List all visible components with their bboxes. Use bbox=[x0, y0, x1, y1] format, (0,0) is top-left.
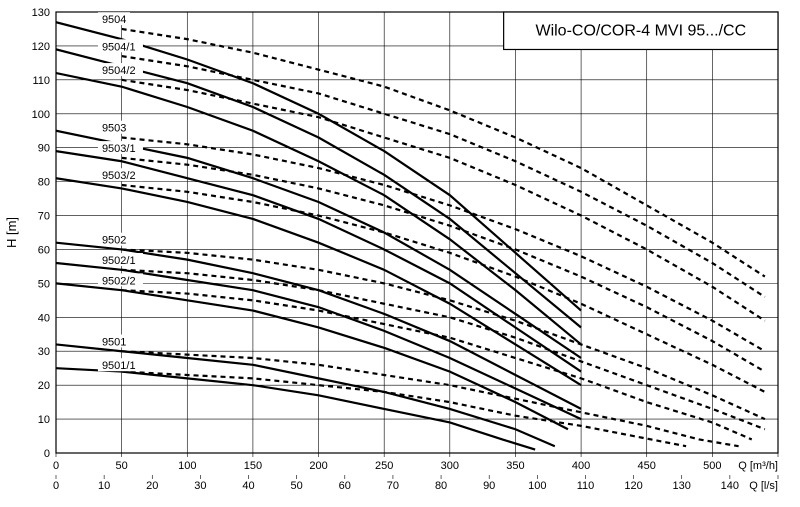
x-tick-m3h: 450 bbox=[638, 460, 656, 472]
y-tick-label: 0 bbox=[44, 448, 50, 460]
x-tick-ls: 50 bbox=[291, 480, 303, 492]
x-tick-m3h: 500 bbox=[703, 460, 721, 472]
y-tick-label: 10 bbox=[38, 414, 50, 426]
y-tick-label: 90 bbox=[38, 143, 50, 155]
y-tick-label: 100 bbox=[32, 109, 50, 121]
x-tick-ls: 130 bbox=[673, 480, 691, 492]
x-tick-m3h: 350 bbox=[506, 460, 524, 472]
y-tick-label: 40 bbox=[38, 312, 50, 324]
y-tick-label: 60 bbox=[38, 244, 50, 256]
chart-title: Wilo-CO/COR-4 MVI 95.../CC bbox=[535, 23, 746, 40]
curve-label-9503-2_solid: 9503/2 bbox=[102, 170, 136, 182]
curve-label-9501_solid: 9501 bbox=[102, 336, 126, 348]
x-tick-ls: 0 bbox=[53, 480, 59, 492]
x-tick-ls: 140 bbox=[721, 480, 739, 492]
x-tick-ls: 10 bbox=[98, 480, 110, 492]
x-tick-m3h: 400 bbox=[572, 460, 590, 472]
x-tick-m3h: 50 bbox=[116, 460, 128, 472]
curve-label-9502-2_solid: 9502/2 bbox=[102, 275, 136, 287]
y-tick-label: 20 bbox=[38, 380, 50, 392]
x-tick-m3h: 250 bbox=[375, 460, 393, 472]
y-tick-label: 130 bbox=[32, 7, 50, 19]
curve-label-9502-1_solid: 9502/1 bbox=[102, 255, 136, 267]
curve-label-9503-1_solid: 9503/1 bbox=[102, 143, 136, 155]
x-tick-m3h: 100 bbox=[178, 460, 196, 472]
y-tick-label: 110 bbox=[32, 75, 50, 87]
curve-label-9504_solid: 9504 bbox=[102, 14, 126, 26]
x-tick-ls: 110 bbox=[577, 480, 595, 492]
x-tick-ls: 20 bbox=[146, 480, 158, 492]
y-tick-label: 30 bbox=[38, 346, 50, 358]
x-tick-ls: 30 bbox=[194, 480, 206, 492]
curve-label-9501-1_solid: 9501/1 bbox=[102, 360, 136, 372]
x-tick-ls: 120 bbox=[624, 480, 642, 492]
x-tick-m3h: 200 bbox=[309, 460, 327, 472]
x-tick-m3h: 150 bbox=[244, 460, 262, 472]
x-tick-ls: 40 bbox=[242, 480, 254, 492]
y-tick-label: 70 bbox=[38, 211, 50, 223]
y-tick-label: 120 bbox=[32, 41, 50, 53]
curve-label-9502_solid: 9502 bbox=[102, 235, 126, 247]
x-tick-ls: 80 bbox=[435, 480, 447, 492]
y-tick-label: 50 bbox=[38, 278, 50, 290]
y-tick-label: 80 bbox=[38, 177, 50, 189]
pump-curve-chart: 0102030405060708090100110120130050100150… bbox=[0, 0, 800, 507]
x-tick-ls: 70 bbox=[387, 480, 399, 492]
x-axis-label-ls: Q [l/s] bbox=[749, 480, 778, 492]
y-axis-label: H [m] bbox=[4, 217, 19, 248]
x-tick-ls: 90 bbox=[483, 480, 495, 492]
curve-label-9503_solid: 9503 bbox=[102, 123, 126, 135]
x-tick-ls: 60 bbox=[339, 480, 351, 492]
curve-label-9504-1_solid: 9504/1 bbox=[102, 41, 136, 53]
x-tick-m3h: 0 bbox=[53, 460, 59, 472]
x-tick-ls: 100 bbox=[528, 480, 546, 492]
x-tick-m3h: 300 bbox=[441, 460, 459, 472]
x-axis-label-m3h: Q [m³/h] bbox=[738, 460, 778, 472]
curve-label-9504-2_solid: 9504/2 bbox=[102, 65, 136, 77]
